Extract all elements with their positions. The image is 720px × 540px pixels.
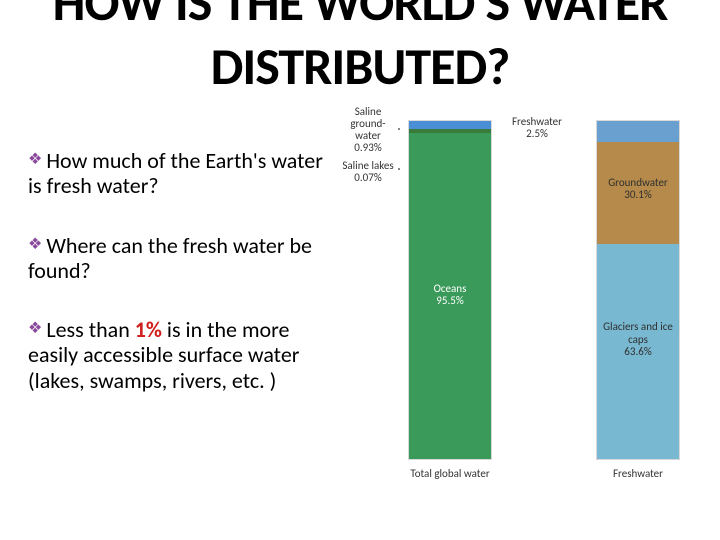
segment-groundwater: Groundwater30.1% xyxy=(597,142,679,244)
bullet-highlight: 1% xyxy=(135,316,162,343)
chart-bar-freshwater: Groundwater30.1% Glaciers and ice caps63… xyxy=(596,120,680,460)
bar-caption-freshwater: Freshwater xyxy=(588,468,688,480)
bullet-item: ❖Where can the fresh water be found? xyxy=(28,233,328,284)
bullet-item: ❖Less than 1% is in the more easily acce… xyxy=(28,317,328,393)
segment-freshwater xyxy=(409,121,491,129)
leader-dot xyxy=(398,168,400,170)
side-label-saline-lakes: Saline lakes0.07% xyxy=(340,160,396,184)
bullet-marker-icon: ❖ xyxy=(28,320,42,338)
segment-label-oceans: Oceans95.5% xyxy=(409,283,491,307)
bullet-marker-icon: ❖ xyxy=(28,236,42,254)
leader-dot xyxy=(398,128,400,130)
bullet-text: Where can the fresh water be found? xyxy=(28,232,312,284)
segment-glaciers: Glaciers and ice caps63.6% xyxy=(597,244,679,459)
side-label-saline-ground: Saline ground-water0.93% xyxy=(340,106,396,154)
bullet-item: ❖How much of the Earth's water is fresh … xyxy=(28,148,328,199)
bullet-prefix: Less than xyxy=(46,316,134,343)
segment-oceans: Oceans95.5% xyxy=(409,133,491,459)
side-label-freshwater: Freshwater2.5% xyxy=(500,116,574,140)
bullet-text: Less than 1% is in the more easily acces… xyxy=(28,316,299,394)
water-distribution-chart: Oceans95.5% Saline ground-water0.93% Sal… xyxy=(342,120,702,520)
chart-bar-total: Oceans95.5% xyxy=(408,120,492,460)
bullet-marker-icon: ❖ xyxy=(28,151,42,169)
segment-fw-top xyxy=(597,121,679,142)
bullet-text: How much of the Earth's water is fresh w… xyxy=(28,147,323,199)
bullet-list: ❖How much of the Earth's water is fresh … xyxy=(28,148,328,427)
segment-label-glaciers: Glaciers and ice caps63.6% xyxy=(597,321,679,357)
segment-label-groundwater: Groundwater30.1% xyxy=(597,177,679,201)
page-title: HOW IS THE WORLD'S WATER DISTRIBUTED? xyxy=(0,0,720,98)
bar-caption-total: Total global water xyxy=(392,468,508,480)
